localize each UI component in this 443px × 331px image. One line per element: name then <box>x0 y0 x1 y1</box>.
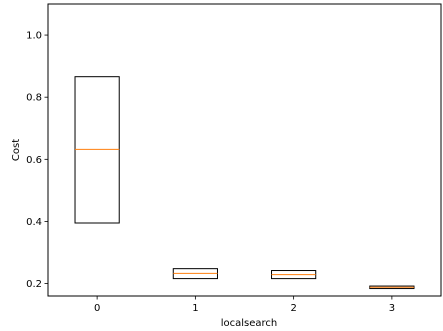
x-tick-label-0: 0 <box>94 303 100 314</box>
y-axis-ticks: 0.2 0.4 0.6 0.8 1.0 <box>26 31 48 290</box>
y-tick-label-0.4: 0.4 <box>26 217 42 228</box>
y-tick-label-0.8: 0.8 <box>26 93 42 104</box>
plot-frame <box>47 3 442 297</box>
plot-area <box>48 4 441 296</box>
y-tick-label-0.6: 0.6 <box>26 155 42 166</box>
y-tick-label-0.2: 0.2 <box>26 279 42 290</box>
x-tick-label-3: 3 <box>389 303 395 314</box>
box-group <box>74 76 415 290</box>
x-axis-ticks: 0 1 2 3 <box>94 296 395 314</box>
x-tick-label-1: 1 <box>192 303 198 314</box>
y-tick-label-1.0: 1.0 <box>26 31 42 42</box>
x-axis-label: localsearch <box>221 318 278 329</box>
x-tick-label-2: 2 <box>290 303 296 314</box>
y-axis-label: Cost <box>11 139 22 161</box>
